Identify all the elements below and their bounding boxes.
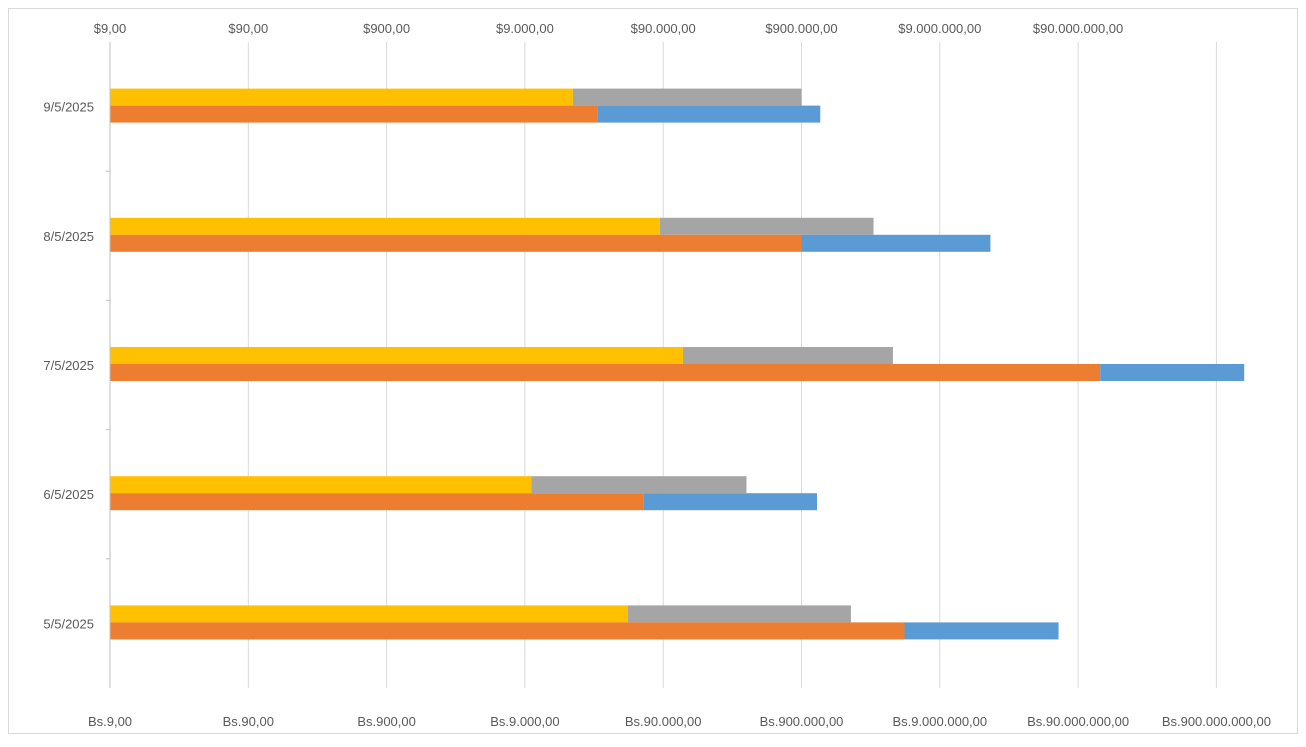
bar-top-series-2-1 — [659, 217, 874, 235]
category-label: 7/5/2025 — [43, 358, 94, 373]
top-axis-tick-label: $900,00 — [363, 21, 410, 36]
bar-top-series-1-2 — [110, 347, 683, 364]
bar-bottom-series-2-4 — [904, 622, 1059, 640]
bottom-axis-tick-label: Bs.90.000.000,00 — [1027, 714, 1129, 729]
bottom-axis-tick-label: Bs.9,00 — [88, 714, 132, 729]
bar-bottom-series-1-1 — [110, 234, 802, 252]
bottom-axis-tick-label: Bs.900,00 — [357, 714, 416, 729]
bar-top-series-1-1 — [110, 217, 660, 235]
bar-top-series-2-0 — [572, 88, 802, 106]
bottom-axis-tick-label: Bs.9.000,00 — [490, 714, 559, 729]
bar-top-series-2-3 — [531, 476, 747, 494]
bar-bottom-series-2-2 — [1100, 364, 1245, 381]
top-axis-tick-label: $9.000,00 — [496, 21, 554, 36]
category-label: 8/5/2025 — [43, 229, 94, 244]
bar-bottom-series-2-3 — [643, 493, 818, 511]
bar-bottom-series-1-0 — [110, 105, 598, 123]
bottom-axis-tick-label: Bs.90,00 — [223, 714, 274, 729]
bar-bottom-series-1-4 — [110, 622, 905, 640]
bar-bottom-series-2-0 — [597, 105, 821, 123]
top-axis-tick-label: $9.000.000,00 — [898, 21, 981, 36]
bar-top-series-1-0 — [110, 88, 573, 106]
top-axis-tick-label: $90.000,00 — [631, 21, 696, 36]
bar-top-series-1-3 — [110, 476, 532, 494]
bottom-axis-tick-label: Bs.900.000,00 — [760, 714, 844, 729]
bar-top-series-2-4 — [627, 605, 851, 623]
bar-bottom-series-1-2 — [110, 364, 1101, 381]
category-label: 9/5/2025 — [43, 100, 94, 115]
bottom-axis-tick-label: Bs.9.000.000,00 — [892, 714, 987, 729]
category-label: 6/5/2025 — [43, 487, 94, 502]
bar-top-series-2-2 — [682, 347, 893, 364]
top-axis-tick-label: $90.000.000,00 — [1033, 21, 1123, 36]
top-axis-tick-label: $90,00 — [228, 21, 268, 36]
labels: 9/5/2025 8/5/2025 7/5/2025 6/5/2025 5/5/2025… — [43, 21, 1271, 729]
bar-top-series-1-4 — [110, 605, 628, 623]
top-axis-tick-label: $9,00 — [94, 21, 127, 36]
top-axis-tick-label: $900.000,00 — [765, 21, 837, 36]
axes — [106, 42, 111, 688]
category-label: 5/5/2025 — [43, 616, 94, 631]
bottom-axis-tick-label: Bs.90.000,00 — [625, 714, 702, 729]
bottom-axis-tick-label: Bs.900.000.000,00 — [1162, 714, 1271, 729]
bar-bottom-series-2-1 — [801, 234, 991, 252]
bar-bottom-series-1-3 — [110, 493, 644, 511]
bars — [110, 88, 1245, 640]
